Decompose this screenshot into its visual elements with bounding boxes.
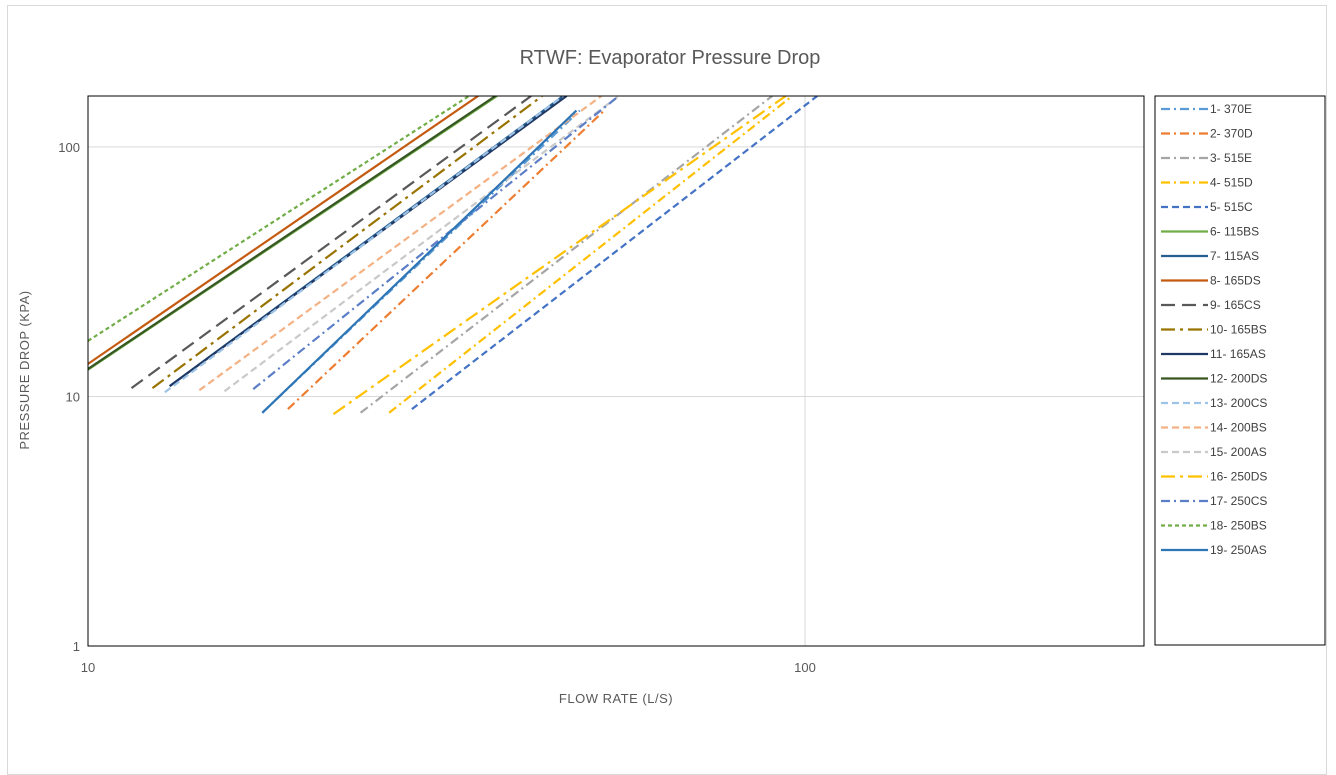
series-line-18: [88, 96, 470, 342]
legend-label: 4- 515D: [1210, 176, 1253, 190]
y-tick-label: 10: [66, 389, 80, 404]
legend-item: 10- 165BS: [1161, 323, 1267, 337]
series-line-15: [223, 96, 620, 393]
legend-label: 18- 250BS: [1210, 519, 1267, 533]
legend-item: 15- 200AS: [1161, 445, 1267, 459]
legend-label: 6- 115BS: [1210, 225, 1259, 239]
x-tick-label: 100: [794, 660, 816, 675]
legend-item: 7- 115AS: [1161, 249, 1259, 263]
series-line-1: [261, 109, 581, 414]
x-axis-label: FLOW RATE (L/S): [559, 691, 673, 706]
legend-box: [1154, 95, 1326, 646]
legend-item: 1- 370E: [1161, 102, 1252, 116]
series-line-14: [198, 96, 603, 392]
legend-item: 18- 250BS: [1161, 519, 1267, 533]
series-line-8: [88, 96, 479, 365]
legend-item: 4- 515D: [1161, 176, 1253, 190]
series-line-2: [287, 109, 606, 410]
series-line-17: [252, 96, 620, 390]
x-tick-label: 10: [81, 660, 95, 675]
legend-label: 1- 370E: [1210, 102, 1252, 116]
legend-label: 8- 165DS: [1210, 274, 1261, 288]
y-axis-label: PRESSURE DROP (KPA): [17, 290, 32, 449]
legend-label: 15- 200AS: [1210, 445, 1267, 459]
legend-item: 8- 165DS: [1161, 274, 1261, 288]
series-line-13: [164, 96, 564, 394]
chart-title: RTWF: Evaporator Pressure Drop: [520, 47, 821, 69]
legend-label: 3- 515E: [1210, 151, 1252, 165]
legend-item: 12- 200DS: [1161, 372, 1267, 386]
legend-label: 2- 370D: [1210, 127, 1253, 141]
legend-label: 9- 165CS: [1210, 298, 1261, 312]
series-line-12: [88, 96, 497, 370]
legend-item: 19- 250AS: [1161, 543, 1267, 557]
legend-item: 17- 250CS: [1161, 494, 1267, 508]
series-line-10: [151, 96, 543, 389]
series-line-9: [130, 96, 532, 389]
legend-item: 11- 165AS: [1161, 347, 1266, 361]
legend-item: 6- 115BS: [1161, 225, 1259, 239]
y-tick-label: 1: [73, 639, 80, 654]
legend-label: 5- 515C: [1210, 200, 1253, 214]
legend-label: 19- 250AS: [1210, 543, 1267, 557]
legend-item: 14- 200BS: [1161, 421, 1267, 435]
legend: 1- 370E 2- 370D 3- 515E 4- 515D 5- 515C 6- 11…: [1154, 95, 1326, 646]
legend-item: 9- 165CS: [1161, 298, 1261, 312]
series-line-4: [388, 96, 793, 414]
legend-label: 7- 115AS: [1210, 249, 1259, 263]
legend-label: 16- 250DS: [1210, 470, 1267, 484]
legend-item: 13- 200CS: [1161, 396, 1267, 410]
series-line-3: [359, 96, 773, 414]
y-tick-label: 100: [58, 140, 80, 155]
legend-label: 10- 165BS: [1210, 323, 1267, 337]
legend-item: 16- 250DS: [1161, 470, 1267, 484]
legend-item: 5- 515C: [1161, 200, 1253, 214]
plot-area-border: [87, 95, 1145, 647]
legend-item: 3- 515E: [1161, 151, 1252, 165]
gridlines: [88, 96, 1144, 646]
legend-label: 14- 200BS: [1210, 421, 1267, 435]
legend-label: 17- 250CS: [1210, 494, 1267, 508]
legend-label: 12- 200DS: [1210, 372, 1267, 386]
series-line-19: [261, 109, 578, 414]
legend-label: 11- 165AS: [1210, 347, 1266, 361]
legend-label: 13- 200CS: [1210, 396, 1267, 410]
series-line-5: [411, 96, 818, 410]
legend-item: 2- 370D: [1161, 127, 1253, 141]
plot-area-series: [88, 96, 818, 415]
series-line-16: [332, 96, 787, 415]
